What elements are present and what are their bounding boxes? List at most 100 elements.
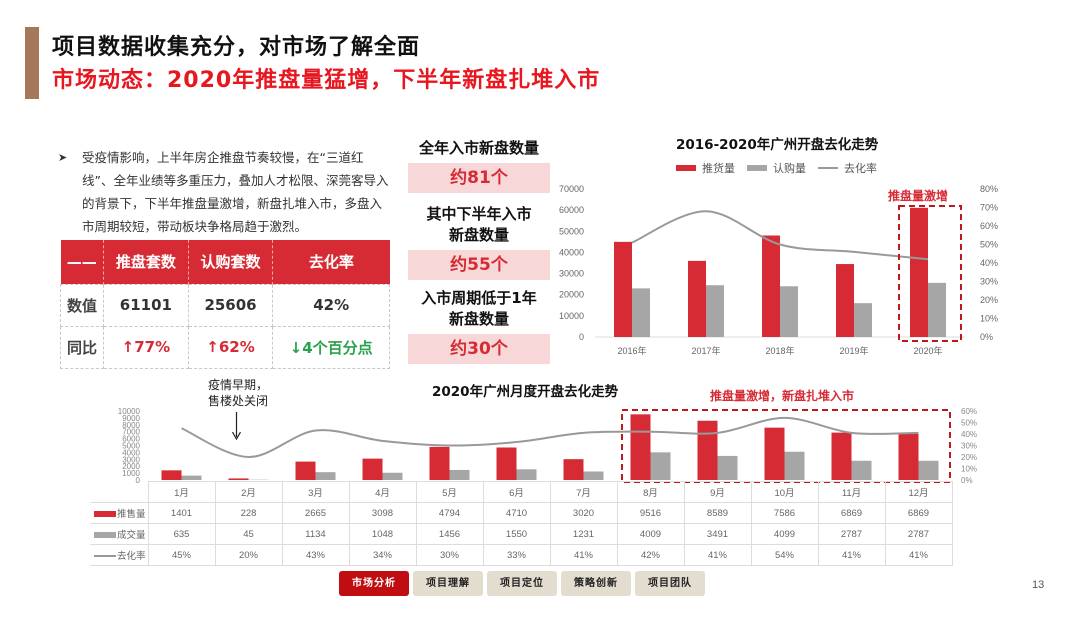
right-axis-tick: 10% xyxy=(980,314,998,324)
bar-subscribe xyxy=(780,286,798,337)
right-axis-tick: 40% xyxy=(980,258,998,268)
bullet-paragraph: ➤ 受疫情影响，上半年房企推盘节奏较慢，在“三道红线”、全年业绩等多重压力，叠加… xyxy=(58,146,390,238)
right-axis-tick: 70% xyxy=(980,203,998,213)
x-tick-label: 2019年 xyxy=(839,345,868,356)
legend-swatch-rate xyxy=(93,555,116,558)
stat-subscribe-yoy: ↑62% xyxy=(187,325,274,369)
right-axis-tick: 80% xyxy=(980,184,998,194)
right-axis-tick: 60% xyxy=(980,221,998,231)
monthly-header-row: 1月 2月 3月 4月 5月 6月 7月 8月 9月 10月 11月 12月 xyxy=(90,481,953,503)
bar-deals xyxy=(382,472,403,480)
legend-swatch-supply xyxy=(93,511,116,518)
right-axis-tick: 20% xyxy=(980,295,998,305)
monthly-row-supply: 推售量 1401 228 2665 3098 4794 4710 3020 9516 8589 7… xyxy=(90,502,953,524)
x-tick-label: 2017年 xyxy=(691,345,720,356)
bar-subscribe xyxy=(706,285,724,337)
data-cell: 3491 xyxy=(683,523,752,545)
nav-tab-project-positioning[interactable]: 项目定位 xyxy=(487,571,557,596)
data-cell: 33% xyxy=(482,544,551,566)
data-cell: 34% xyxy=(348,544,417,566)
month-header-cell: 3月 xyxy=(281,481,350,503)
stats-header-cell: 认购套数 xyxy=(188,240,274,284)
month-header-cell: 10月 xyxy=(750,481,819,503)
left-axis-tick: 30000 xyxy=(559,269,584,279)
left-axis-tick: 20000 xyxy=(559,290,584,300)
bar-deals xyxy=(717,455,738,480)
left-axis-tick: 4000 xyxy=(122,448,140,457)
data-cell: 1456 xyxy=(415,523,484,545)
bar-subscribe xyxy=(928,282,946,337)
row-label-cell: 推售量 xyxy=(90,502,149,524)
nav-tab-project-team[interactable]: 项目团队 xyxy=(635,571,705,596)
legend-swatch-deals xyxy=(93,532,116,539)
data-cell: 20% xyxy=(214,544,283,566)
nav-tab-project-understanding[interactable]: 项目理解 xyxy=(413,571,483,596)
annual-chart-title: 2016-2020年广州开盘去化走势 xyxy=(676,137,879,153)
right-axis-tick: 0% xyxy=(961,476,973,485)
bar-deals xyxy=(315,472,336,480)
stat-rate-value: 42% xyxy=(272,283,390,327)
left-axis-tick: 50000 xyxy=(559,226,584,236)
kpi-short-cycle-projects: 入市周期低于1年 新盘数量 约30个 xyxy=(408,288,550,364)
legend-swatch-rate xyxy=(818,167,838,169)
data-cell: 41% xyxy=(817,544,886,566)
bar-supply xyxy=(362,458,383,480)
data-cell: 41% xyxy=(884,544,953,566)
month-header-cell: 1月 xyxy=(147,481,216,503)
data-cell: 1048 xyxy=(348,523,417,545)
bar-supply xyxy=(161,470,182,480)
bar-subscribe xyxy=(632,288,650,337)
right-axis-tick: 10% xyxy=(961,465,977,474)
data-cell: 41% xyxy=(549,544,618,566)
bar-deals xyxy=(181,475,202,480)
month-header-cell: 11月 xyxy=(817,481,886,503)
row-label: 同比 xyxy=(59,325,105,369)
left-axis-tick: 6000 xyxy=(122,435,140,444)
data-cell: 1134 xyxy=(281,523,350,545)
left-axis-tick: 40000 xyxy=(559,247,584,257)
arrow-bullet-icon: ➤ xyxy=(58,151,68,164)
data-cell: 9516 xyxy=(616,502,685,524)
note-line: 疫情早期， xyxy=(208,378,269,392)
data-cell: 7586 xyxy=(750,502,819,524)
bar-supply xyxy=(688,260,706,337)
rate-line xyxy=(181,416,919,459)
legend-label: 去化率 xyxy=(844,162,877,175)
kpi-h2-new-projects: 其中下半年入市 新盘数量 约55个 xyxy=(408,204,550,280)
kpi-value: 约55个 xyxy=(408,250,550,280)
bar-supply xyxy=(614,241,632,337)
monthly-data-table: 1月 2月 3月 4月 5月 6月 7月 8月 9月 10月 11月 12月 推售量 1401 228 2… xyxy=(90,481,953,566)
kpi-value: 约81个 xyxy=(408,163,550,193)
row-label-cell: 去化率 xyxy=(90,544,149,566)
rate-line xyxy=(631,210,929,261)
bullet-text: 受疫情影响，上半年房企推盘节奏较慢，在“三道红线”、全年业绩等多重压力，叠加人才… xyxy=(82,150,389,234)
data-cell: 4794 xyxy=(415,502,484,524)
page-title: 项目数据收集充分，对市场了解全面 xyxy=(52,35,421,60)
row-label-cell: 成交量 xyxy=(90,523,149,545)
nav-tab-market-analysis[interactable]: 市场分析 xyxy=(339,571,409,596)
legend-swatch-subscribe xyxy=(747,165,767,171)
left-axis-tick: 8000 xyxy=(122,421,140,430)
bar-deals xyxy=(650,452,671,480)
kpi-label: 全年入市新盘数量 xyxy=(418,139,539,157)
data-cell: 8589 xyxy=(683,502,752,524)
highlight-box-2020 xyxy=(898,205,962,342)
bar-supply xyxy=(697,420,718,480)
left-axis-tick: 10000 xyxy=(118,407,141,416)
bar-supply xyxy=(836,264,854,337)
data-cell: 2787 xyxy=(817,523,886,545)
kpi-label-line: 新盘数量 xyxy=(448,310,509,328)
stats-row-value: 数值 61101 25606 42% xyxy=(59,283,390,327)
bar-supply xyxy=(762,235,780,337)
month-header-cell: 6月 xyxy=(482,481,551,503)
right-axis-tick: 0% xyxy=(980,332,993,342)
left-axis-tick: 60000 xyxy=(559,205,584,215)
nav-tab-strategy-innovation[interactable]: 策略创新 xyxy=(561,571,631,596)
right-axis-tick: 60% xyxy=(961,407,977,416)
legend-swatch-supply xyxy=(676,165,696,171)
left-axis-tick: 0 xyxy=(136,476,141,485)
bar-deals xyxy=(918,460,939,480)
month-header-cell: 12月 xyxy=(884,481,953,503)
month-header-cell: 5月 xyxy=(415,481,484,503)
